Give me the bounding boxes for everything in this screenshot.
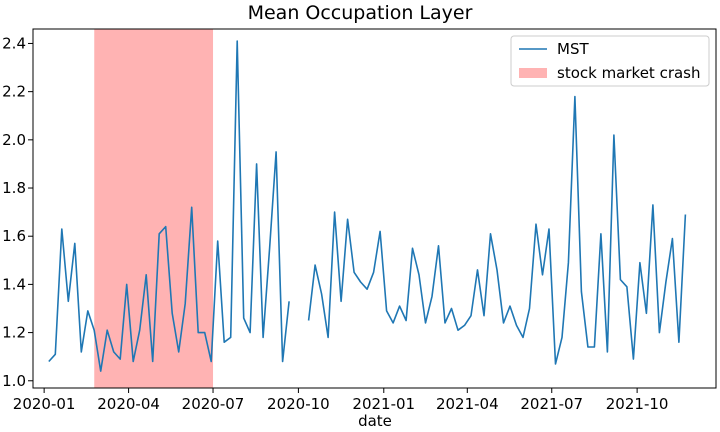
x-tick-label: 2021-10 [606, 395, 669, 413]
legend: MST stock market crash [510, 35, 710, 87]
series-lines [48, 40, 687, 372]
x-tick-label: 2020-10 [267, 395, 330, 413]
legend-box [510, 35, 710, 87]
legend-label-region: stock market crash [557, 64, 701, 82]
legend-patch-swatch [519, 68, 547, 78]
y-tick-label: 1.6 [2, 227, 26, 245]
y-tick-label: 1.8 [2, 179, 26, 197]
x-tick-label: 2020-07 [182, 395, 245, 413]
y-tick-label: 2.2 [2, 83, 26, 101]
x-axis-ticks: 2020-01 2020-04 2020-07 2020-10 2021-01 2021-… [13, 388, 669, 413]
plot-frame [32, 28, 717, 389]
chart-title: Mean Occupation Layer [248, 2, 473, 24]
y-axis-ticks: 1.0 1.2 1.4 1.6 1.8 2.0 2.2 2.4 [2, 34, 33, 390]
x-tick-label: 2021-04 [436, 395, 499, 413]
y-tick-label: 2.0 [2, 131, 26, 149]
x-tick-label: 2021-07 [520, 395, 583, 413]
y-tick-label: 1.2 [2, 324, 26, 342]
legend-label-series: MST [557, 40, 589, 58]
y-tick-label: 1.0 [2, 372, 26, 390]
series-line-0 [48, 40, 687, 372]
x-tick-label: 2020-01 [13, 395, 76, 413]
x-axis-label: date [358, 412, 392, 430]
y-tick-label: 2.4 [2, 34, 26, 52]
x-tick-label: 2021-01 [352, 395, 415, 413]
y-tick-label: 1.4 [2, 275, 26, 293]
x-tick-label: 2020-04 [97, 395, 160, 413]
